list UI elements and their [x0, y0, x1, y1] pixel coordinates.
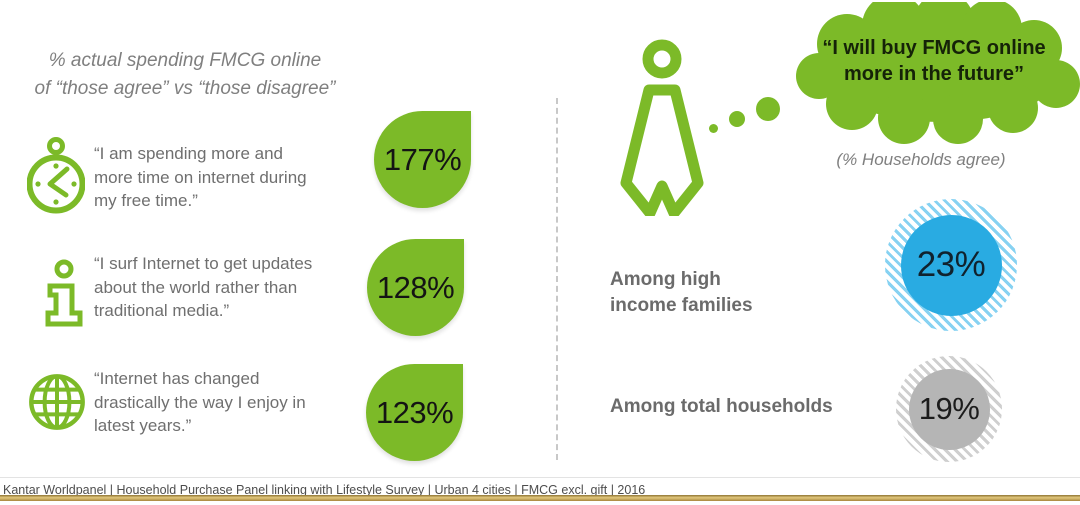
thought-dot-small — [709, 124, 718, 133]
stat-blob-128: 128% — [367, 239, 464, 336]
stat-label-total-households: Among total households — [610, 394, 870, 420]
quote-internet-changed: “Internet has changed drastically the wa… — [94, 369, 306, 435]
stat-label-total-households-line1: Among total households — [610, 396, 833, 417]
stat-blob-128-value: 128% — [376, 269, 455, 305]
info-icon — [36, 258, 88, 334]
stopwatch-icon — [27, 134, 85, 216]
person-icon — [612, 36, 712, 216]
stat-circle-high-income: 23% — [885, 199, 1017, 331]
stat-label-high-income-line2: income families — [610, 295, 753, 316]
gold-accent-bar — [0, 495, 1080, 501]
households-agree-subtitle: (% Households agree) — [836, 150, 1006, 169]
page-title-line2: of “those agree” vs “those disagree” — [34, 78, 336, 99]
stat-blob-177: 177% — [374, 111, 471, 208]
stat-label-high-income-line1: Among high — [610, 269, 721, 290]
stat-blob-123-value: 123% — [375, 394, 454, 430]
thought-dot-large — [756, 97, 780, 121]
page-title-line1: % actual spending FMCG online — [48, 50, 322, 71]
globe-icon — [26, 366, 88, 438]
source-attribution: Kantar Worldpanel | Household Purchase P… — [3, 483, 646, 497]
stat-value-total-households: 19% — [918, 391, 980, 426]
footer-divider — [0, 477, 1080, 478]
stat-blob-123: 123% — [366, 364, 463, 461]
thought-dot-medium — [729, 111, 745, 127]
stat-label-high-income: Among high income families — [610, 267, 810, 319]
thought-bubble-cloud — [792, 2, 1080, 144]
quote-internet-time: “I am spending more and more time on int… — [94, 144, 307, 210]
stat-blob-177-value: 177% — [383, 141, 462, 177]
stat-value-high-income: 23% — [916, 245, 986, 284]
stat-circle-total-households: 19% — [896, 356, 1002, 462]
stat-circle-high-income-inner: 23% — [900, 214, 1002, 316]
quote-surf-internet: “I surf Internet to get updates about th… — [94, 254, 313, 320]
vertical-divider — [556, 98, 558, 460]
stat-circle-total-households-inner: 19% — [908, 368, 990, 450]
page-title: % actual spending FMCG online of “those … — [10, 47, 360, 103]
thought-bubble-text: “I will buy FMCG online more in the futu… — [822, 37, 1046, 85]
